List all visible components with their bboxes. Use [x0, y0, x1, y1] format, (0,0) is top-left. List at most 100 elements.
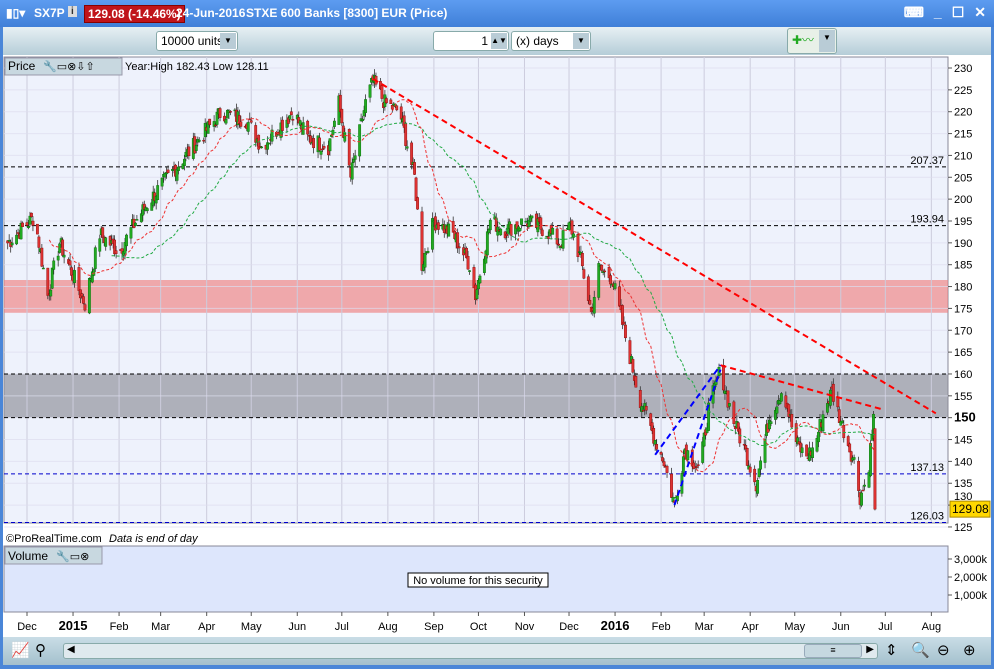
- period-unit-value: (x) days: [516, 34, 559, 48]
- zoom-fit-icon[interactable]: 🔍: [911, 642, 930, 659]
- candle: [536, 218, 540, 233]
- candle: [652, 428, 656, 444]
- info-icon[interactable]: i: [68, 6, 77, 17]
- candle: [576, 234, 580, 257]
- x-tick-label: Apr: [742, 621, 759, 633]
- candle: [520, 218, 523, 225]
- price-panel-header: [4, 57, 123, 76]
- indicator-icon: ✚〰: [792, 33, 815, 47]
- period-unit-select[interactable]: (x) days ▼: [511, 31, 591, 51]
- candle: [784, 395, 788, 408]
- candle: [390, 105, 394, 110]
- x-tick-label: Jul: [335, 621, 349, 633]
- candle: [49, 289, 53, 297]
- candle: [402, 115, 406, 128]
- candle: [145, 208, 149, 212]
- chevron-down-icon: ▼: [573, 33, 589, 49]
- candle: [861, 489, 865, 492]
- candle: [811, 447, 814, 459]
- scroll-thumb[interactable]: ≡: [804, 644, 862, 658]
- candle: [515, 221, 519, 229]
- candlestick-icon[interactable]: ▮▯▾: [6, 6, 26, 20]
- zoom-in-icon[interactable]: ⊕: [963, 642, 976, 659]
- trendline: [673, 369, 722, 506]
- chart-type-icon[interactable]: ⚲: [35, 642, 46, 659]
- candle: [27, 226, 30, 228]
- candle: [869, 443, 872, 477]
- candle: [860, 492, 863, 506]
- candle: [347, 129, 351, 166]
- candle: [37, 236, 41, 248]
- candle: [358, 124, 362, 157]
- candle: [28, 215, 32, 225]
- candle: [540, 229, 544, 236]
- units-value: 10000 units: [161, 34, 224, 48]
- candle: [873, 428, 877, 510]
- candle: [794, 423, 798, 442]
- quote-date: 24-Jun-2016: [176, 6, 246, 20]
- candle: [653, 439, 657, 445]
- keyboard-icon[interactable]: ⌨: [903, 4, 924, 20]
- candle: [555, 228, 559, 245]
- last-price-box: [949, 500, 991, 518]
- candle: [171, 168, 174, 171]
- candle: [763, 438, 767, 463]
- candle: [332, 120, 336, 127]
- candle: [778, 400, 782, 405]
- candle: [756, 480, 760, 494]
- horizontal-scrollbar[interactable]: ◀ ≡ ▶: [63, 643, 878, 659]
- chart-edit-icon[interactable]: 📈: [11, 642, 30, 659]
- x-tick-label: Aug: [922, 621, 942, 633]
- candle: [41, 267, 45, 270]
- x-tick-label: May: [241, 621, 262, 633]
- candle: [249, 120, 253, 123]
- candle: [177, 166, 180, 171]
- units-select[interactable]: 10000 units ▼: [156, 31, 238, 51]
- candle: [622, 321, 626, 325]
- copyright: ©ProRealTime.com: [6, 533, 102, 545]
- candle: [659, 452, 663, 455]
- candle: [420, 211, 424, 271]
- candle: [805, 444, 809, 457]
- candle: [56, 255, 60, 261]
- candle: [570, 220, 574, 235]
- add-indicator-button[interactable]: ✚〰 ▼: [787, 28, 837, 54]
- trendline: [372, 78, 937, 415]
- minimize-button[interactable]: _: [933, 4, 942, 20]
- candle: [52, 260, 56, 270]
- y-tick-label: 225: [954, 85, 972, 97]
- candle: [644, 406, 648, 411]
- candle: [77, 267, 81, 291]
- candle: [134, 222, 137, 226]
- candle: [101, 227, 105, 238]
- candle: [826, 403, 829, 413]
- candle: [197, 139, 201, 142]
- scroll-left-arrow[interactable]: ◀: [67, 644, 75, 655]
- close-button[interactable]: ✕: [974, 4, 986, 20]
- candle: [68, 260, 72, 266]
- candle: [35, 223, 39, 235]
- candle: [368, 84, 372, 98]
- auto-scale-icon[interactable]: ⇕: [885, 642, 898, 659]
- y-tick-label: 230: [954, 63, 972, 75]
- symbol[interactable]: SX7P: [34, 6, 65, 20]
- candle: [80, 293, 84, 297]
- scroll-right-arrow[interactable]: ▶: [866, 644, 874, 655]
- candle: [572, 233, 575, 238]
- candle: [15, 234, 19, 245]
- candle: [416, 197, 419, 210]
- candle: [539, 217, 543, 230]
- candle: [92, 269, 96, 276]
- maximize-button[interactable]: ☐: [951, 4, 965, 20]
- chart-area[interactable]: 125 130 135 140 145 150 155 160 165 170 175 180 185 1…: [3, 55, 991, 637]
- candle: [301, 122, 305, 135]
- x-tick-label: May: [784, 621, 805, 633]
- x-tick-label: Apr: [198, 621, 215, 633]
- candle: [613, 283, 617, 289]
- candle: [621, 305, 624, 325]
- period-stepper[interactable]: 1 ▲▼: [433, 31, 509, 51]
- candle: [477, 280, 480, 290]
- candle: [73, 270, 76, 283]
- zoom-out-icon[interactable]: ⊖: [937, 642, 950, 659]
